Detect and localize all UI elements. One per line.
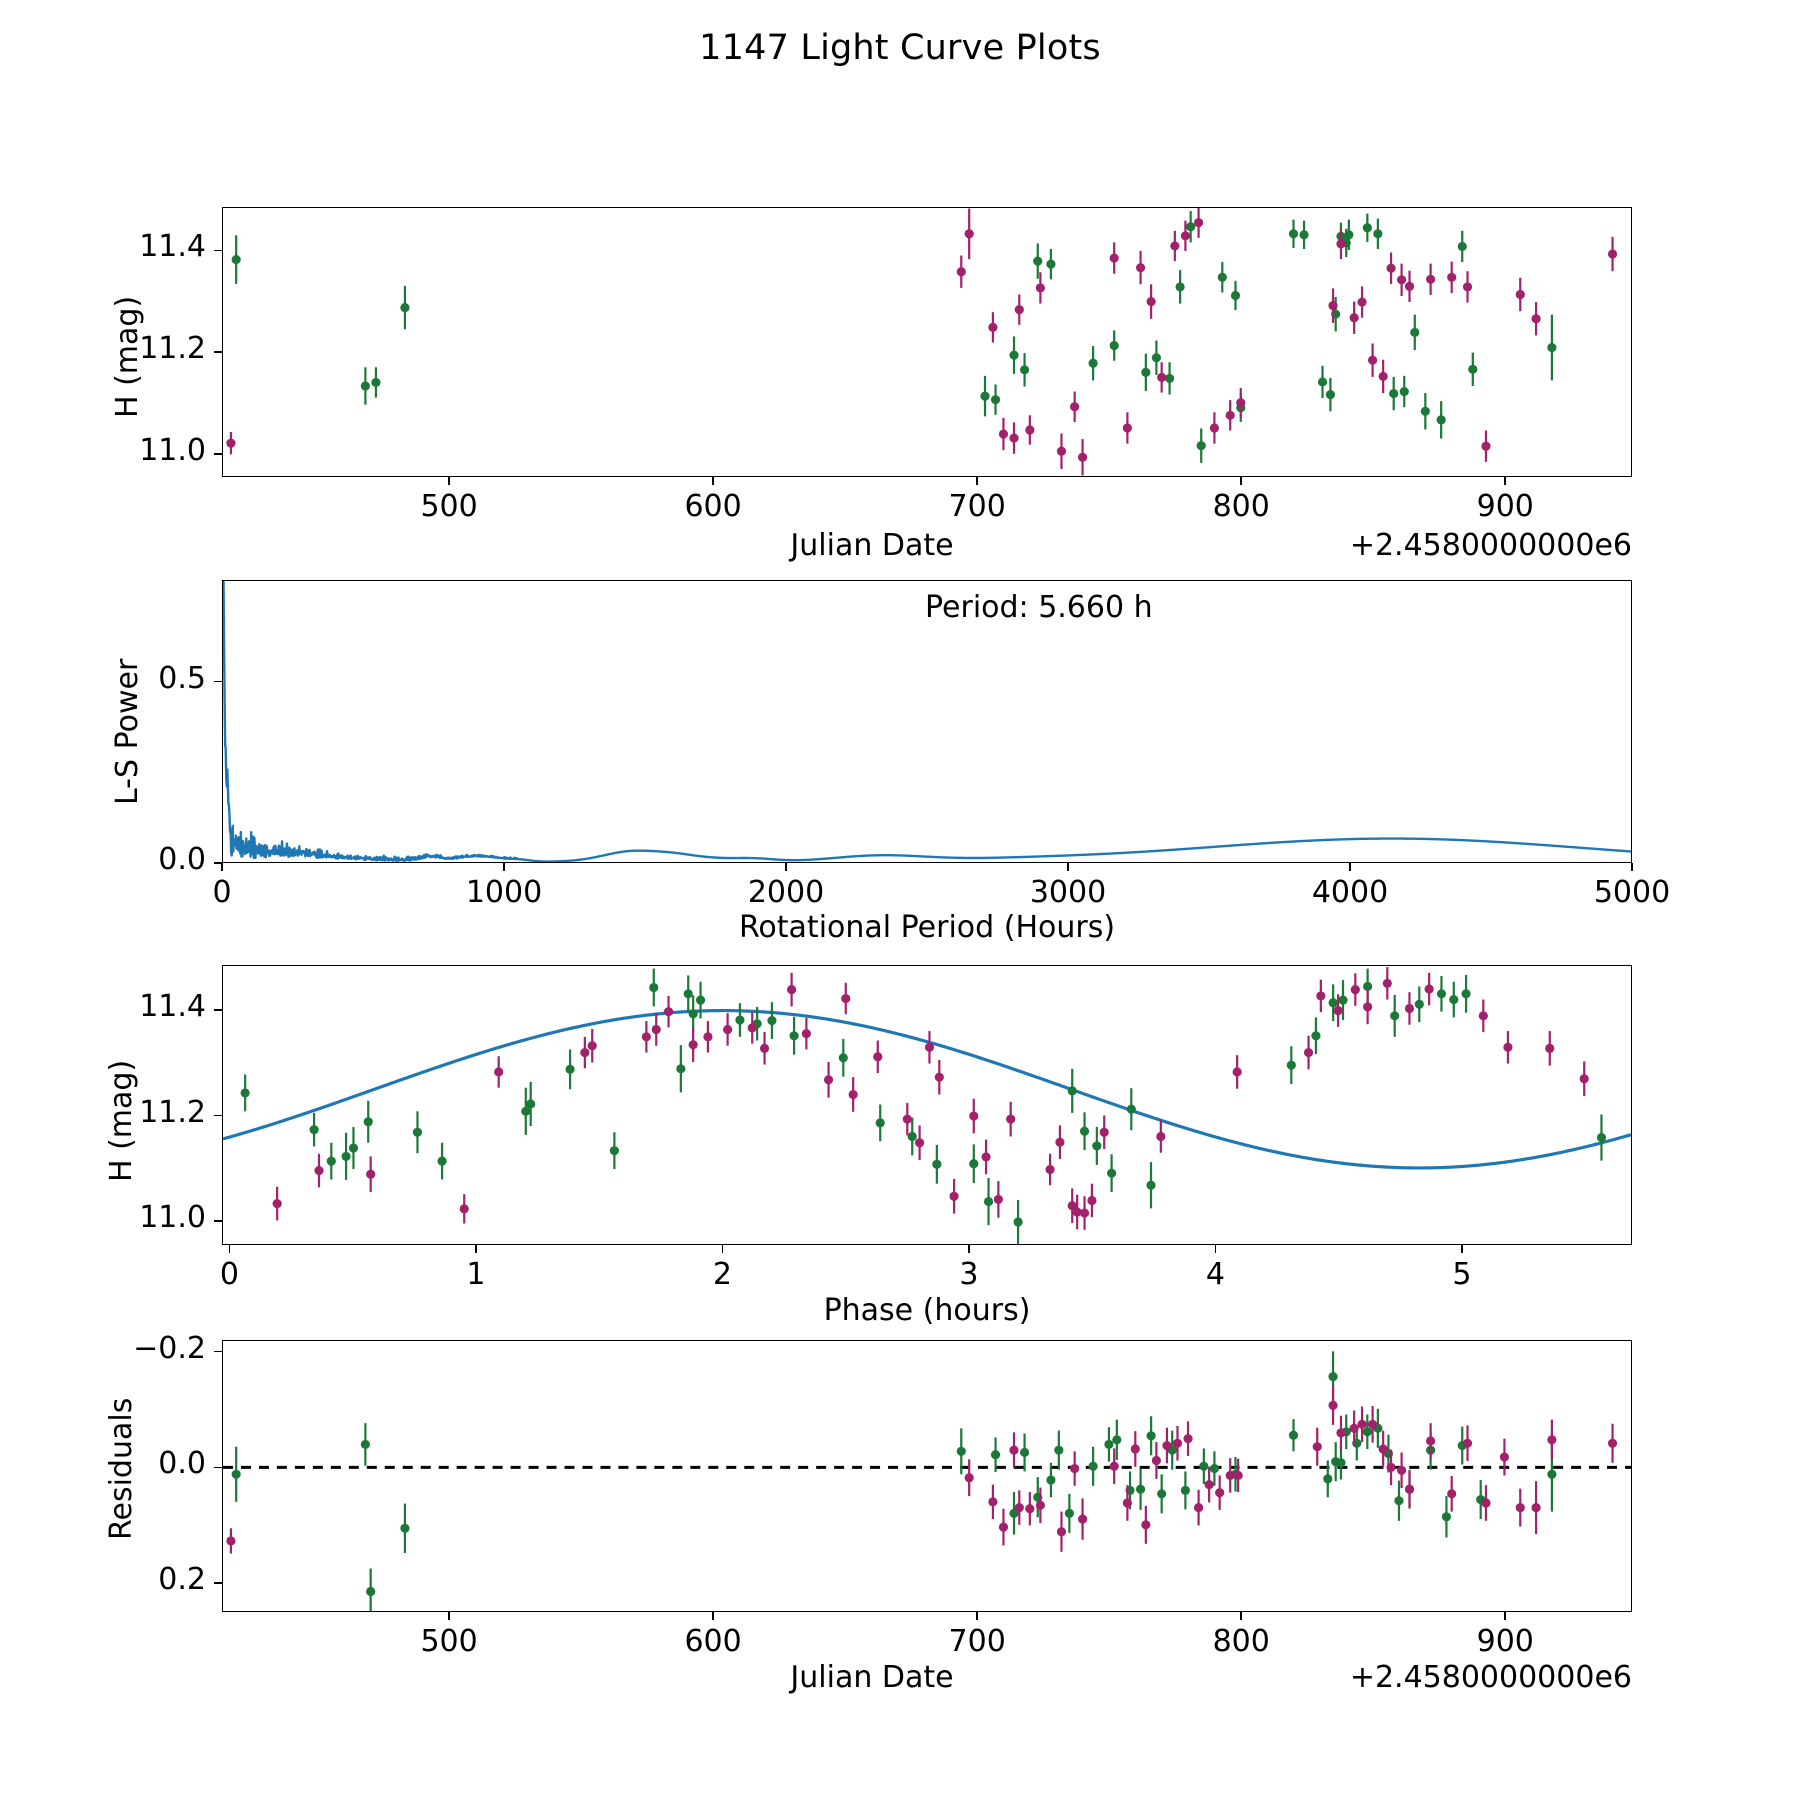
xtick-label-phase-5: 5 (1452, 1257, 1472, 1292)
xtick-mark-phase-0 (228, 1245, 231, 1253)
panel-periodogram-frame (222, 580, 1632, 863)
xtick-mark-lightcurve-0 (448, 477, 450, 485)
xtick-mark-lightcurve-2 (976, 477, 978, 485)
xtick-label-lightcurve-0: 500 (420, 489, 478, 524)
ytick-mark-periodogram-1 (214, 680, 222, 683)
series-magenta (272, 967, 1589, 1230)
xtick-mark-residuals-1 (712, 1612, 714, 1620)
periodogram-plot-area (223, 581, 1631, 862)
xtick-label-phase-3: 3 (959, 1257, 979, 1292)
xtick-label-residuals-4: 900 (1476, 1624, 1534, 1659)
xtick-label-lightcurve-4: 900 (1476, 489, 1534, 524)
xtick-mark-periodogram-1 (503, 863, 505, 871)
ytick-label-residuals-0: −0.2 (133, 1330, 206, 1366)
xtick-mark-periodogram-3 (1067, 863, 1069, 871)
ytick-mark-phase-0 (214, 1220, 222, 1223)
panel-light-curve-xlabel: Julian Date (790, 528, 954, 563)
ytick-mark-periodogram-0 (214, 862, 222, 864)
series-magenta (226, 1385, 1618, 1554)
ytick-mark-residuals-2 (214, 1582, 222, 1584)
xtick-mark-lightcurve-3 (1240, 477, 1242, 485)
phase-plot-area (223, 967, 1631, 1244)
light-curve-plot-area (226, 208, 1618, 476)
xtick-label-residuals-1: 600 (684, 1624, 742, 1659)
xtick-mark-periodogram-5 (1631, 863, 1633, 871)
ytick-mark-phase-2 (214, 1009, 222, 1011)
xtick-label-periodogram-3: 3000 (1029, 875, 1107, 910)
ytick-mark-residuals-1 (214, 1466, 222, 1469)
xtick-mark-residuals-3 (1240, 1612, 1242, 1620)
series-magenta (226, 208, 1618, 476)
ytick-label-periodogram-1: 0.5 (158, 660, 206, 696)
xtick-label-periodogram-1: 1000 (465, 875, 543, 910)
ytick-label-residuals-2: 0.2 (158, 1562, 206, 1598)
ytick-label-periodogram-0: 0.0 (158, 842, 206, 877)
xtick-mark-lightcurve-4 (1504, 477, 1507, 485)
xtick-label-residuals-0: 500 (420, 1624, 478, 1659)
ytick-mark-lightcurve-2 (214, 249, 222, 252)
xtick-mark-residuals-2 (976, 1612, 978, 1620)
panel-residuals-frame (222, 1340, 1632, 1612)
xtick-mark-phase-2 (721, 1245, 724, 1253)
xtick-label-phase-4: 4 (1205, 1257, 1225, 1292)
xtick-mark-periodogram-4 (1349, 863, 1351, 871)
xtick-mark-periodogram-2 (785, 863, 787, 871)
panel-light-curve-frame (222, 207, 1632, 477)
xtick-label-phase-1: 1 (466, 1257, 486, 1292)
panel-phase-frame (222, 965, 1632, 1245)
xtick-mark-lightcurve-1 (712, 477, 714, 485)
xtick-mark-phase-4 (1214, 1245, 1217, 1253)
panel-residuals-offset: +2.4580000000e6 (1349, 1660, 1632, 1695)
ytick-mark-residuals-0 (214, 1350, 222, 1353)
xtick-mark-residuals-0 (448, 1612, 450, 1620)
ytick-label-phase-0: 11.0 (139, 1200, 206, 1236)
xtick-label-residuals-3: 800 (1212, 1624, 1270, 1659)
xtick-label-phase-2: 2 (712, 1257, 732, 1292)
panel-periodogram-xlabel: Rotational Period (Hours) (738, 910, 1116, 945)
ytick-label-lightcurve-0: 11.0 (139, 433, 206, 469)
ytick-mark-lightcurve-0 (214, 453, 222, 455)
panel-phase-xlabel: Phase (hours) (823, 1293, 1031, 1328)
xtick-mark-phase-3 (968, 1245, 970, 1253)
ytick-label-lightcurve-1: 11.2 (139, 331, 206, 367)
xtick-label-lightcurve-3: 800 (1212, 489, 1270, 524)
ytick-label-residuals-1: 0.0 (158, 1446, 206, 1482)
phase-model-curve (223, 1009, 1631, 1170)
xtick-label-residuals-2: 700 (948, 1624, 1006, 1659)
xtick-label-phase-0: 0 (219, 1257, 239, 1292)
panel-phase (222, 965, 1632, 1245)
periodogram-line (223, 581, 1631, 862)
xtick-mark-periodogram-0 (221, 863, 223, 871)
xtick-mark-phase-5 (1461, 1245, 1463, 1253)
figure-title: 1147 Light Curve Plots (699, 28, 1101, 68)
residuals-plot-area (223, 1351, 1631, 1611)
ytick-label-lightcurve-2: 11.4 (139, 229, 206, 265)
xtick-label-periodogram-5: 5000 (1593, 875, 1671, 910)
xtick-mark-phase-1 (475, 1245, 477, 1253)
series-green (231, 1351, 1557, 1611)
ytick-mark-phase-1 (214, 1114, 222, 1117)
panel-periodogram (222, 580, 1632, 863)
series-green (231, 211, 1557, 463)
periodogram-period-annotation: Period: 5.660 h (925, 590, 1153, 625)
panel-residuals-xlabel: Julian Date (790, 1660, 954, 1695)
xtick-label-periodogram-4: 4000 (1311, 875, 1389, 910)
xtick-label-lightcurve-1: 600 (684, 489, 742, 524)
panel-light-curve-offset: +2.4580000000e6 (1349, 528, 1632, 563)
panel-residuals (222, 1340, 1632, 1612)
ytick-mark-lightcurve-1 (214, 351, 222, 353)
xtick-label-periodogram-2: 2000 (747, 875, 825, 910)
panel-light-curve (222, 207, 1632, 477)
xtick-label-periodogram-0: 0 (212, 875, 232, 910)
series-green (240, 968, 1607, 1244)
xtick-mark-residuals-4 (1504, 1612, 1507, 1620)
ytick-label-phase-1: 11.2 (139, 1094, 206, 1130)
xtick-label-lightcurve-2: 700 (948, 489, 1006, 524)
ytick-label-phase-2: 11.4 (139, 988, 206, 1024)
